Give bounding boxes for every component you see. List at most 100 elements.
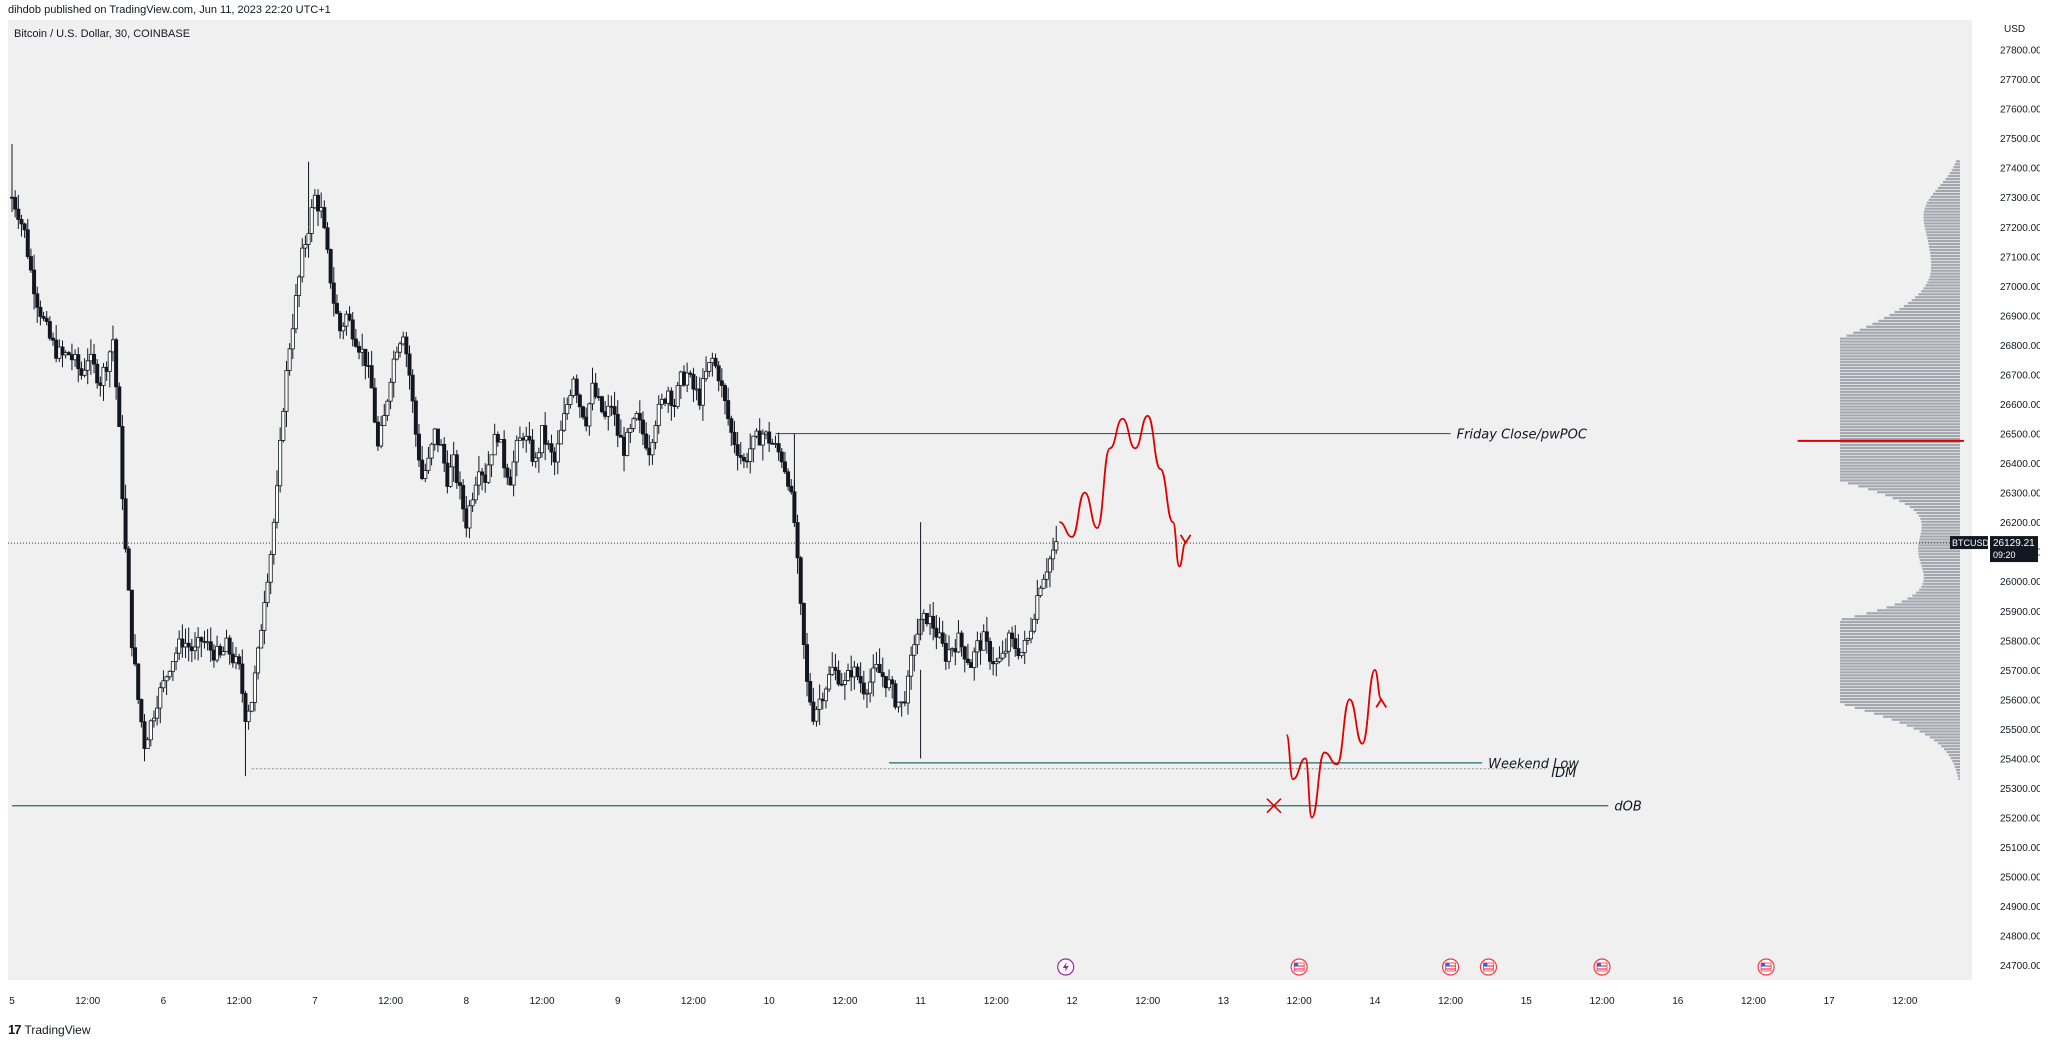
volume-profile-bar bbox=[1937, 742, 1960, 745]
candle-body bbox=[839, 683, 844, 686]
us-flag-event-icon[interactable] bbox=[1757, 958, 1775, 976]
candle bbox=[1051, 537, 1056, 571]
tradingview-logo[interactable]: 17 TradingView bbox=[8, 1022, 91, 1037]
y-tick-label: 25300.00 bbox=[2000, 784, 2040, 795]
x-tick-label: 12:00 bbox=[1135, 996, 1160, 1007]
event-markers[interactable] bbox=[1057, 958, 1775, 976]
candle-body bbox=[1051, 549, 1056, 560]
candle-body bbox=[719, 380, 724, 386]
candle bbox=[139, 698, 144, 728]
countdown-value: 09:20 bbox=[1993, 550, 2016, 560]
candle-body bbox=[975, 640, 980, 653]
volume-profile-bar bbox=[1918, 293, 1960, 296]
candle-body bbox=[940, 632, 945, 644]
candle-body bbox=[432, 428, 437, 445]
candle bbox=[909, 646, 914, 690]
candle-body bbox=[609, 405, 614, 408]
candle bbox=[836, 660, 841, 687]
candle bbox=[1003, 638, 1008, 658]
candle-body bbox=[290, 328, 295, 350]
volume-profile-bar bbox=[1919, 559, 1960, 562]
candle bbox=[767, 421, 772, 453]
chart-area[interactable]: Friday Close/pwPOC Weekend Low IDM dOB USD 2… bbox=[8, 20, 2040, 1016]
volume-profile-bar bbox=[1840, 659, 1960, 662]
candle-body bbox=[281, 410, 286, 441]
candle bbox=[1029, 617, 1034, 644]
volume-profile-bar bbox=[1840, 402, 1960, 405]
flag-body bbox=[1293, 962, 1305, 972]
candle-body bbox=[1044, 571, 1049, 580]
candle-body bbox=[218, 645, 223, 656]
candle bbox=[801, 602, 806, 659]
candle bbox=[905, 670, 910, 715]
candle-body bbox=[416, 433, 421, 461]
candle-body bbox=[300, 247, 305, 278]
candle bbox=[577, 393, 582, 419]
candle-body bbox=[741, 457, 746, 462]
candle bbox=[1019, 652, 1024, 659]
candle-body bbox=[663, 398, 668, 404]
candle-body bbox=[789, 485, 794, 493]
candle-body bbox=[581, 406, 586, 418]
candle bbox=[729, 415, 734, 447]
candle-body bbox=[631, 418, 636, 429]
volume-profile-bar bbox=[1840, 650, 1960, 653]
candle-body bbox=[691, 373, 696, 390]
volume-profile-bar bbox=[1891, 718, 1960, 721]
candle bbox=[498, 439, 503, 443]
candle bbox=[158, 682, 163, 724]
candle bbox=[35, 286, 40, 323]
volume-profile-bar bbox=[1840, 680, 1960, 683]
candle-body bbox=[360, 348, 365, 353]
us-flag-event-icon[interactable] bbox=[1593, 958, 1611, 976]
us-flag-event-icon[interactable] bbox=[1442, 958, 1460, 976]
candle bbox=[962, 645, 967, 673]
candle bbox=[640, 411, 645, 446]
candle-body bbox=[644, 433, 649, 449]
projection-path-bullish bbox=[1285, 668, 1383, 819]
us-flag-event-icon[interactable] bbox=[1290, 958, 1308, 976]
volume-profile-bar bbox=[1840, 355, 1960, 358]
candle-body bbox=[259, 630, 264, 649]
candle bbox=[562, 397, 567, 433]
volume-profile-bar bbox=[1923, 576, 1960, 579]
candle bbox=[454, 449, 459, 489]
y-tick-label: 27700.00 bbox=[2000, 75, 2040, 86]
candle bbox=[237, 653, 242, 670]
volume-profile-bar bbox=[1899, 721, 1960, 724]
candle bbox=[240, 649, 245, 703]
candle-body bbox=[470, 499, 475, 507]
candle bbox=[145, 737, 150, 749]
candle bbox=[530, 429, 535, 467]
candle-body bbox=[729, 418, 734, 433]
volume-profile-bar bbox=[1840, 440, 1960, 444]
candle-body bbox=[931, 615, 936, 629]
volume-profile-bar bbox=[1840, 364, 1960, 367]
volume-profile-bar bbox=[1840, 629, 1960, 633]
us-flag-event-icon[interactable] bbox=[1479, 958, 1498, 976]
candle bbox=[779, 447, 784, 468]
x-axis[interactable]: 5 12:00 6 12:00 7 12:00 8 12:00 9 12:00 10 12:00 11 1… bbox=[9, 996, 1918, 1007]
candle bbox=[685, 362, 690, 393]
candle-body bbox=[713, 357, 718, 367]
candle bbox=[164, 675, 169, 696]
candle bbox=[155, 695, 160, 726]
candle-body bbox=[909, 654, 914, 677]
candle bbox=[32, 254, 37, 310]
candle bbox=[1038, 585, 1043, 598]
x-tick-label: 12 bbox=[1066, 996, 1078, 1007]
candle-body bbox=[527, 435, 532, 441]
volume-profile-bar bbox=[1949, 172, 1960, 175]
candle bbox=[92, 343, 97, 374]
candle-body bbox=[521, 437, 526, 441]
y-tick-label: 26000.00 bbox=[2000, 577, 2040, 588]
lightning-event-icon[interactable] bbox=[1057, 958, 1075, 976]
candle bbox=[262, 590, 267, 645]
candle-body bbox=[278, 440, 283, 487]
y-axis[interactable]: USD 24700.00 24800.00 24900.00 25000.00 25100… bbox=[1950, 24, 2040, 972]
volume-profile-bar bbox=[1950, 756, 1960, 760]
volume-profile-bar bbox=[1883, 715, 1960, 718]
volume-profile-bar bbox=[1840, 417, 1960, 420]
